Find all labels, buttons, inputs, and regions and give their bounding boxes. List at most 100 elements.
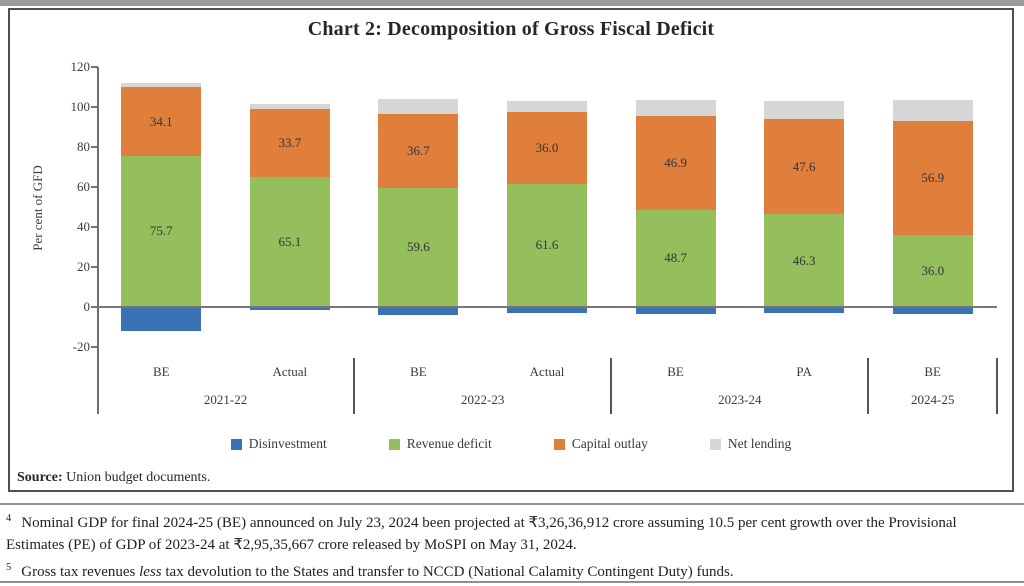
footnotes: 4 Nominal GDP for final 2024-25 (BE) anno…	[6, 508, 1018, 584]
x-group-label: 2022-23	[461, 392, 505, 407]
bar-segment	[249, 176, 330, 307]
y-tick	[91, 146, 98, 148]
y-tick-label: 20	[77, 259, 90, 274]
bar-segment	[764, 119, 845, 215]
legend-item: Disinvestment	[230, 436, 327, 452]
bar-value-label: 65.1	[278, 233, 302, 249]
bar-segment	[507, 101, 587, 112]
bar-segment	[378, 307, 459, 315]
x-category-label: Actual	[272, 364, 308, 379]
zero-baseline	[97, 306, 997, 308]
x-category-label: Actual	[529, 364, 565, 379]
group-divider-line	[996, 358, 998, 414]
bar-value-label: 36.0	[535, 139, 559, 155]
chart-plot-area: Per cent of GFD 120 100 80 60 40 20 0 -20 75.7 34.…	[10, 10, 1012, 490]
footnote-4: 4 Nominal GDP for final 2024-25 (BE) anno…	[6, 508, 1018, 556]
bar-value-label: 59.6	[407, 239, 430, 255]
bar-segment	[764, 101, 845, 120]
legend-label: Disinvestment	[248, 436, 327, 451]
legend-swatch-icon	[388, 438, 400, 450]
bar-segment	[635, 209, 716, 307]
y-axis-title: Per cent of GFD	[30, 165, 45, 251]
footnote-5-marker: 5	[6, 562, 12, 573]
page-bottom-rule	[0, 581, 1024, 583]
x-category-label: BE	[152, 364, 170, 379]
y-tick	[91, 106, 98, 108]
y-tick-label: 60	[77, 179, 90, 194]
bar-segment	[378, 99, 459, 115]
bar-segment	[892, 100, 973, 122]
y-axis-line	[97, 67, 99, 414]
footnote-5-italic: less	[139, 564, 162, 580]
bar-segment	[378, 187, 459, 307]
source-note: Source: Union budget documents.	[17, 470, 210, 486]
bar-value-label: 36.7	[407, 143, 430, 159]
bar-value-label: 34.1	[149, 113, 173, 129]
bar-segment	[635, 100, 716, 116]
bar-segment	[249, 103, 330, 110]
x-group-label: 2021-22	[203, 392, 248, 407]
bar-value-label: 75.7	[149, 223, 173, 239]
bar-segment	[121, 83, 202, 88]
bar-segment	[635, 307, 716, 314]
group-divider-line	[867, 358, 870, 414]
bar-segment	[121, 87, 202, 156]
bar-segment	[635, 115, 716, 210]
x-group-label: 2024-25	[911, 392, 955, 407]
bar-value-label: 48.7	[664, 250, 687, 266]
bar-value-label: 36.0	[921, 263, 945, 278]
group-divider-line	[353, 358, 356, 414]
bar-value-label: 46.9	[664, 154, 687, 170]
y-tick	[91, 346, 98, 348]
bar-segment	[892, 121, 973, 235]
page-top-edge	[0, 0, 1024, 6]
bar-segment	[249, 109, 330, 177]
footnote-5-text-pre: Gross tax revenues	[21, 564, 140, 580]
x-category-label: PA	[796, 364, 812, 379]
legend-swatch-icon	[553, 438, 565, 450]
y-tick-label: -20	[72, 339, 90, 354]
legend-item: Revenue deficit	[388, 436, 492, 452]
legend-label: Capital outlay	[571, 436, 648, 451]
x-category-label: BE	[924, 364, 942, 379]
bar-value-label: 47.6	[792, 158, 816, 174]
bar-segment	[764, 307, 845, 313]
y-tick-label: 120	[70, 59, 91, 74]
y-tick-label: 100	[70, 99, 91, 114]
legend-item: Net lending	[709, 436, 792, 452]
chart-title: Chart 2: Decomposition of Gross Fiscal D…	[307, 18, 715, 40]
bar-segment	[892, 307, 973, 314]
footnote-4-marker: 4	[6, 513, 12, 524]
x-category-label: BE	[667, 364, 684, 379]
bar-segment	[378, 114, 459, 188]
y-tick-label: 0	[83, 299, 91, 314]
bar-segment	[121, 307, 202, 331]
legend-label: Net lending	[727, 436, 792, 451]
bar-value-label: 56.9	[921, 170, 945, 186]
bar-segment	[507, 183, 587, 307]
footnote-4-text: Nominal GDP for final 2024-25 (BE) annou…	[6, 515, 957, 553]
y-tick	[91, 186, 98, 188]
legend-item: Capital outlay	[553, 436, 648, 452]
bar-segment	[507, 111, 587, 184]
y-tick-label: 40	[77, 219, 90, 234]
source-text: Union budget documents.	[62, 470, 211, 485]
footnote-5: 5 Gross tax revenues less tax devolution …	[6, 557, 1018, 583]
y-tick	[91, 226, 98, 228]
source-label: Source:	[17, 470, 63, 485]
bar-value-label: 46.3	[792, 252, 816, 268]
x-category-label: BE	[410, 364, 427, 379]
bar-segment	[507, 307, 587, 313]
footnote-5-text-post: tax devolution to the States and transfe…	[161, 564, 734, 580]
legend-swatch-icon	[709, 438, 721, 450]
chart-legend: Disinvestment Revenue deficit Capital outl…	[10, 436, 1012, 452]
bar-segment	[892, 235, 973, 307]
bar-segment	[121, 155, 202, 307]
group-divider-line	[610, 358, 613, 414]
y-tick	[91, 266, 98, 268]
legend-label: Revenue deficit	[406, 436, 492, 451]
bar-value-label: 33.7	[278, 135, 302, 151]
y-tick-label: 80	[77, 139, 90, 154]
bar-value-label: 61.6	[535, 237, 559, 253]
